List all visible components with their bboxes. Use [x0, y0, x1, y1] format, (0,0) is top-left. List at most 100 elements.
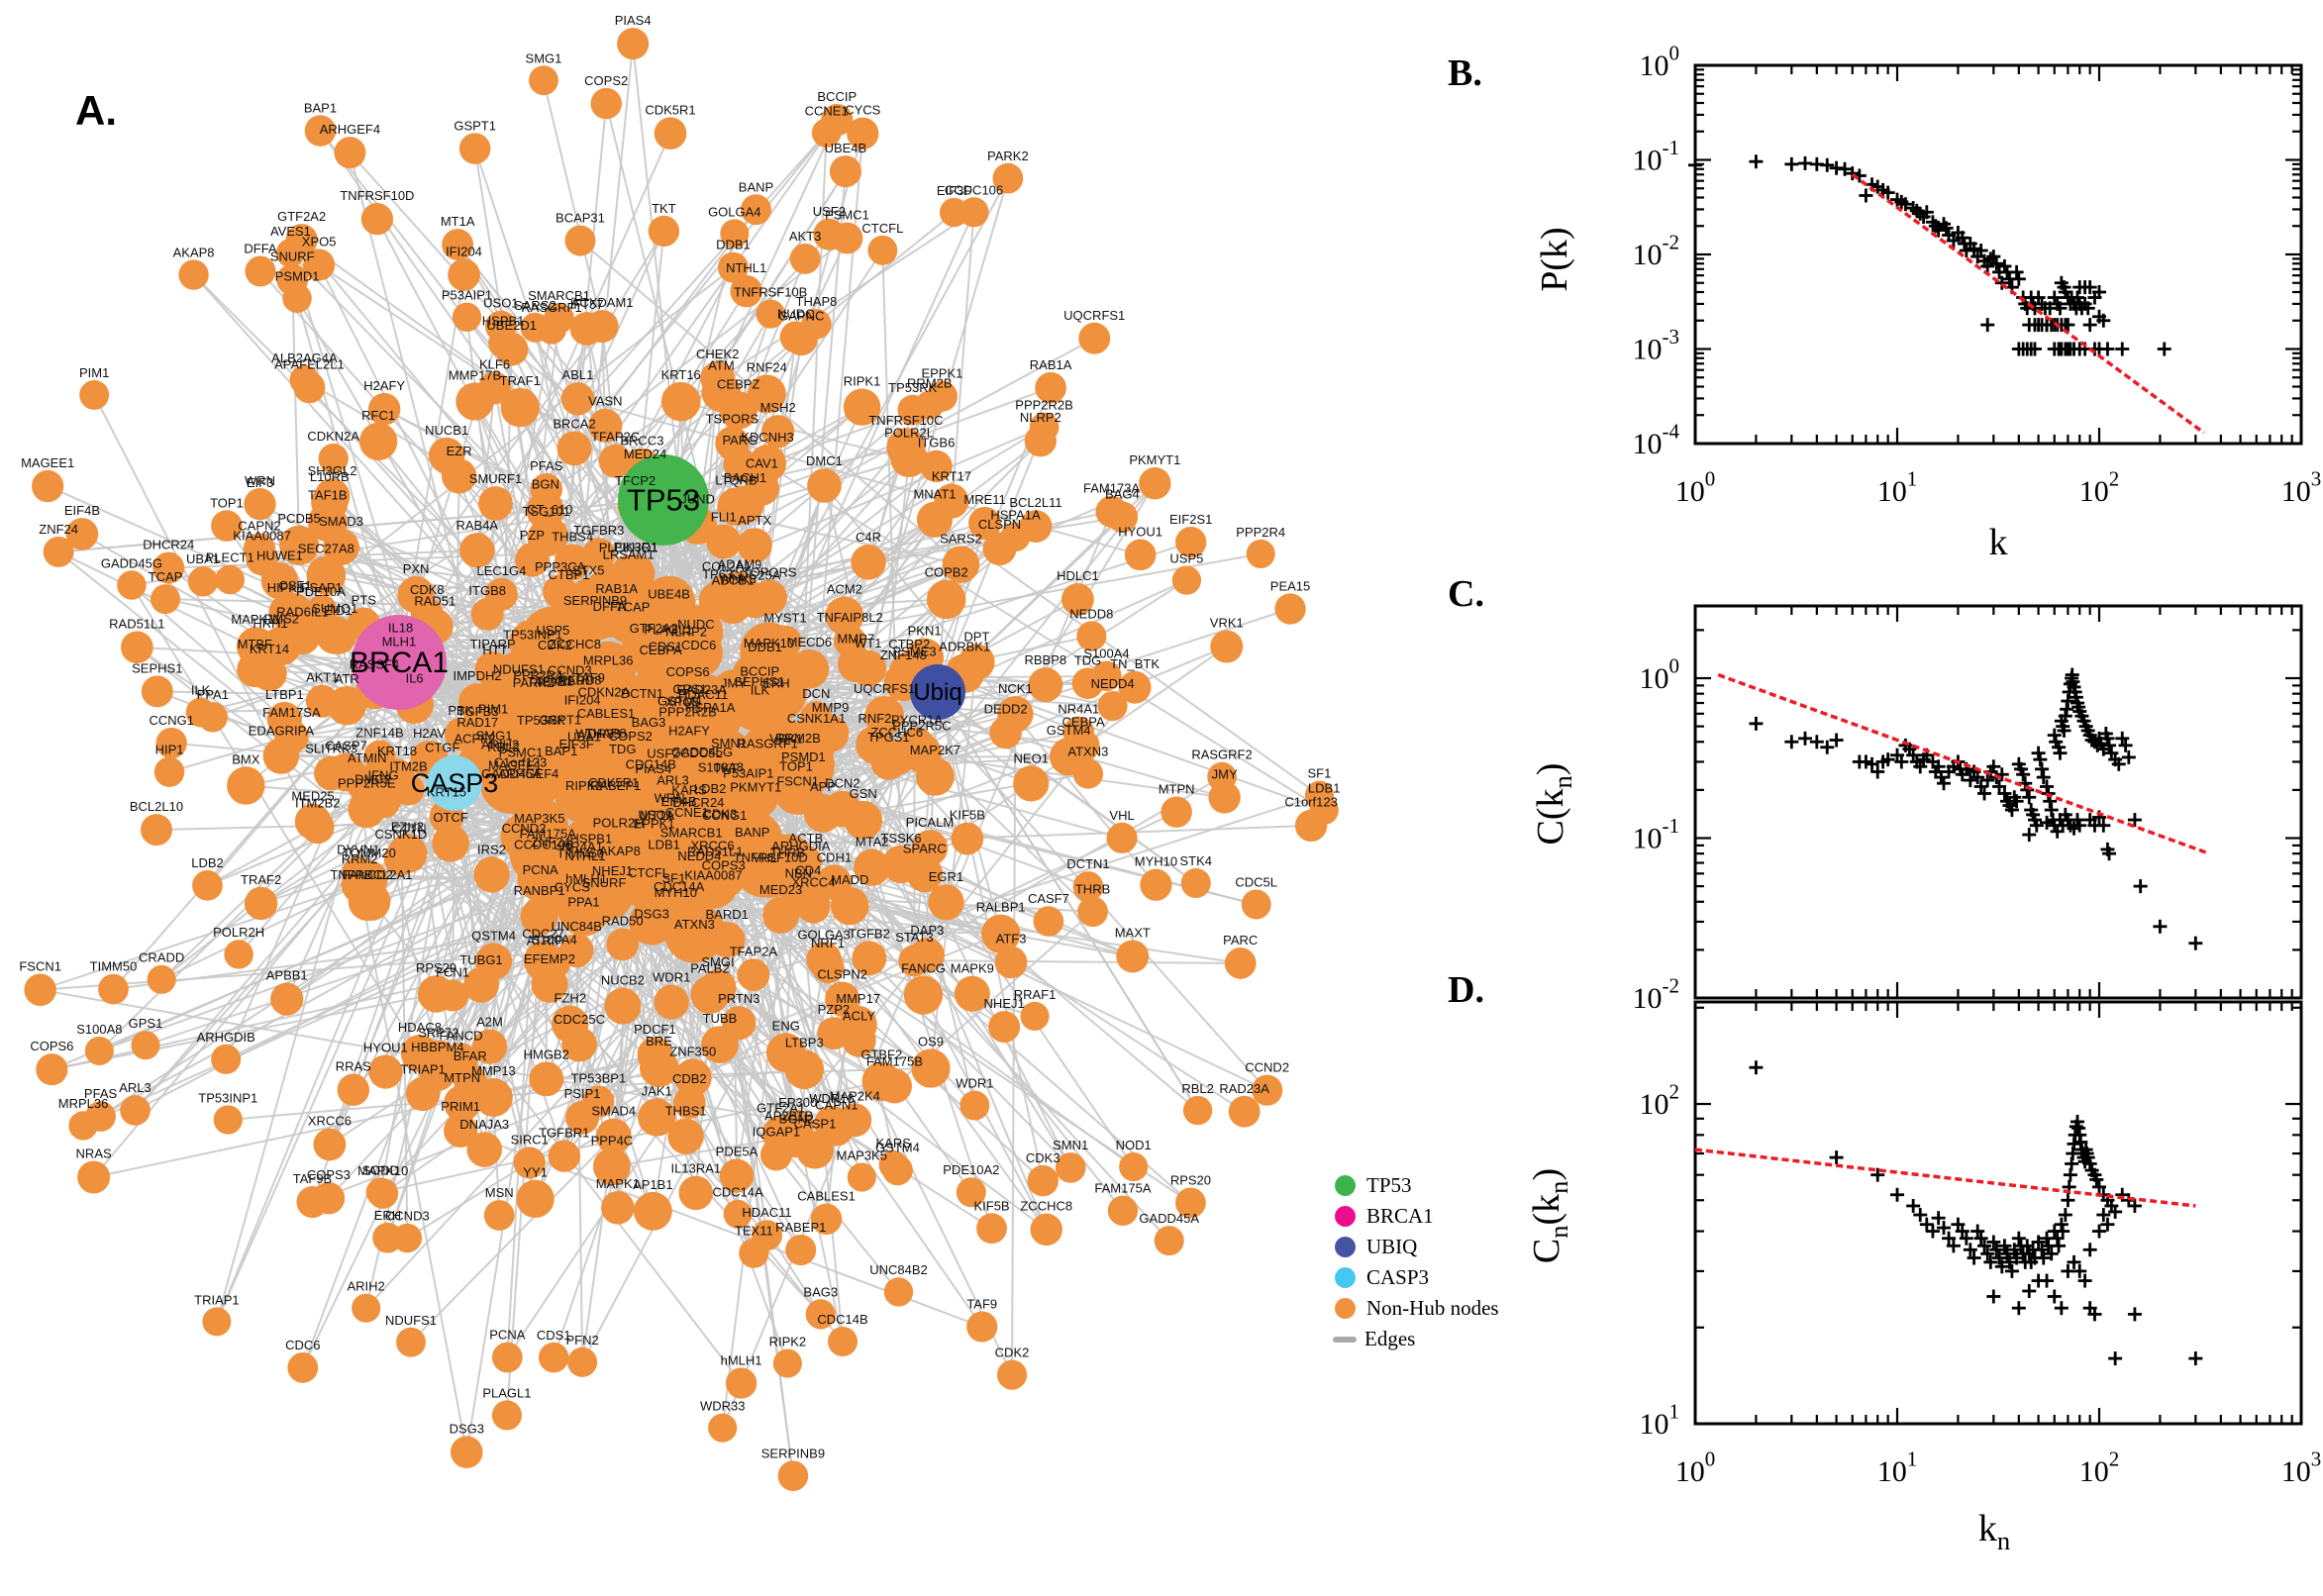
gene-node — [1274, 593, 1306, 625]
gene-node-label: NDUFS1 — [385, 1313, 437, 1328]
gene-node — [556, 431, 592, 466]
gene-node-label: RFC1 — [361, 408, 395, 423]
gene-node-label: NBN — [785, 865, 812, 880]
gene-node-label: MAPK10 — [357, 1163, 408, 1178]
gene-node-label: LTQRB — [715, 472, 757, 487]
gene-node-label: SMN1 — [711, 736, 747, 750]
gene-node-label: DCN2 — [825, 776, 859, 791]
gene-node-label: BAG3 — [803, 1284, 838, 1299]
gene-node — [448, 258, 480, 291]
legend-label: BRCA1 — [1366, 1204, 1434, 1228]
gene-node-label: L10RB — [310, 469, 350, 484]
gene-node-label: BCCIP — [817, 89, 857, 104]
gene-node-label: PIM1 — [79, 365, 109, 380]
gene-node-label: PYCR1A — [891, 713, 943, 728]
gene-node-label: EGR1 — [929, 869, 963, 884]
gene-node-label: IL6 — [406, 670, 424, 685]
gene-node — [810, 1203, 843, 1236]
gene-node — [270, 982, 304, 1016]
gene-node-label: TIMM50 — [556, 847, 604, 861]
gene-node-label: RRAS — [336, 1059, 371, 1074]
gene-node — [608, 561, 649, 602]
gene-node — [762, 896, 800, 934]
gene-node-label: PFAS — [84, 1086, 118, 1101]
gene-node — [360, 203, 394, 236]
gene-node — [84, 1036, 114, 1066]
gene-node — [928, 884, 964, 921]
gene-node — [1013, 765, 1050, 802]
gene-node-label: BANP — [739, 179, 773, 194]
gene-node-label: NUCB2 — [601, 973, 645, 988]
gene-node-label: TNFRSF10C — [868, 413, 943, 428]
gene-node-label: NEO1 — [1014, 750, 1049, 765]
gene-node — [392, 1223, 423, 1253]
gene-node-label: CEBPZ — [717, 376, 759, 391]
gene-node — [1246, 539, 1275, 568]
gene-node-label: SERPINB9 — [563, 593, 627, 608]
gene-node-label: EZH2 — [391, 819, 424, 834]
gene-node — [825, 596, 864, 636]
gene-node-label: TGFBR3 — [573, 523, 624, 538]
gene-node-label: RNF2 — [858, 711, 891, 726]
gene-node-label: SLITRK3 — [305, 742, 357, 756]
gene-node-label: ADRBK1 — [939, 639, 990, 653]
gene-node-label: PDCF1 — [634, 1022, 676, 1037]
gene-node-label: NHEJ1 — [984, 996, 1025, 1011]
gene-node — [1035, 371, 1066, 404]
gene-node-label: HRH1 — [252, 616, 287, 631]
gene-node — [644, 856, 704, 917]
gene-node-label: POLR2L — [884, 425, 934, 440]
gene-node — [458, 683, 496, 721]
gene-node-label: PXN — [403, 561, 430, 576]
gene-node-label: HDAC11 — [742, 1205, 791, 1220]
gene-node-label: CLSPN2 — [817, 967, 867, 982]
gene-node-label: NLRP2 — [1020, 410, 1061, 425]
fit-line — [1851, 172, 2205, 435]
gene-node — [564, 225, 596, 256]
gene-node-label: USF2 — [813, 204, 846, 219]
gene-node-label: TP53RK — [517, 713, 565, 728]
gene-node-label: NDUFS1 — [493, 661, 545, 676]
gene-node — [765, 1033, 806, 1073]
gene-node-label: ALB2AG4A — [271, 350, 338, 365]
gene-node-label: TRAF1 — [500, 373, 541, 388]
panel-b-label: B. — [1448, 52, 1482, 94]
gene-node-label: PIK3R1 — [614, 540, 658, 554]
gene-node-label: ERH — [374, 1208, 401, 1223]
gene-node-label: BANP — [735, 825, 769, 840]
gene-node-label: IFNG — [368, 767, 399, 782]
gene-node — [396, 1327, 426, 1357]
gene-node-label: IQGAP1 — [753, 1124, 800, 1139]
gene-node-label: KIAA0087 — [684, 867, 743, 882]
gene-node-label: DMC1 — [806, 453, 843, 468]
gene-node-label: PLAGL1 — [644, 623, 692, 638]
gene-node-label: WNK3 — [719, 571, 757, 586]
network-nodes — [24, 28, 1339, 1491]
gene-node — [1154, 1226, 1184, 1256]
gene-node — [268, 594, 303, 630]
gene-node-label: BGN — [532, 476, 559, 491]
legend-item-ubiq: UBIQ — [1335, 1232, 1499, 1262]
gene-node — [455, 382, 494, 421]
gene-node-label: TFCP2 — [615, 473, 656, 488]
gene-node-label: RAD6IL1 — [276, 604, 329, 619]
gene-node — [878, 1149, 908, 1180]
gene-node-label: NTHL1 — [564, 848, 605, 863]
gene-node-label: TOP1 — [779, 758, 813, 773]
gene-node — [588, 408, 623, 443]
gene-node-label: EID1 — [324, 603, 353, 618]
gene-node-label: PCDB5 — [277, 511, 320, 526]
gene-node-label: MAPK10 — [744, 636, 794, 650]
gene-node-label: CDS1 — [649, 639, 683, 653]
gene-node-label: MNAT1 — [913, 487, 956, 502]
gene-node-label: C1orf123 — [1284, 795, 1337, 810]
gene-node-label: WRN — [245, 473, 275, 488]
panel-c-label: C. — [1448, 573, 1484, 615]
gene-node — [981, 914, 1021, 953]
gene-node — [994, 946, 1028, 979]
gene-node-label: H2AFY — [363, 378, 405, 393]
gene-node-label: MTA2 — [856, 835, 889, 849]
gene-node — [719, 391, 758, 430]
gene-node — [303, 249, 336, 281]
gene-node-label: CSNK1A1 — [787, 711, 846, 726]
